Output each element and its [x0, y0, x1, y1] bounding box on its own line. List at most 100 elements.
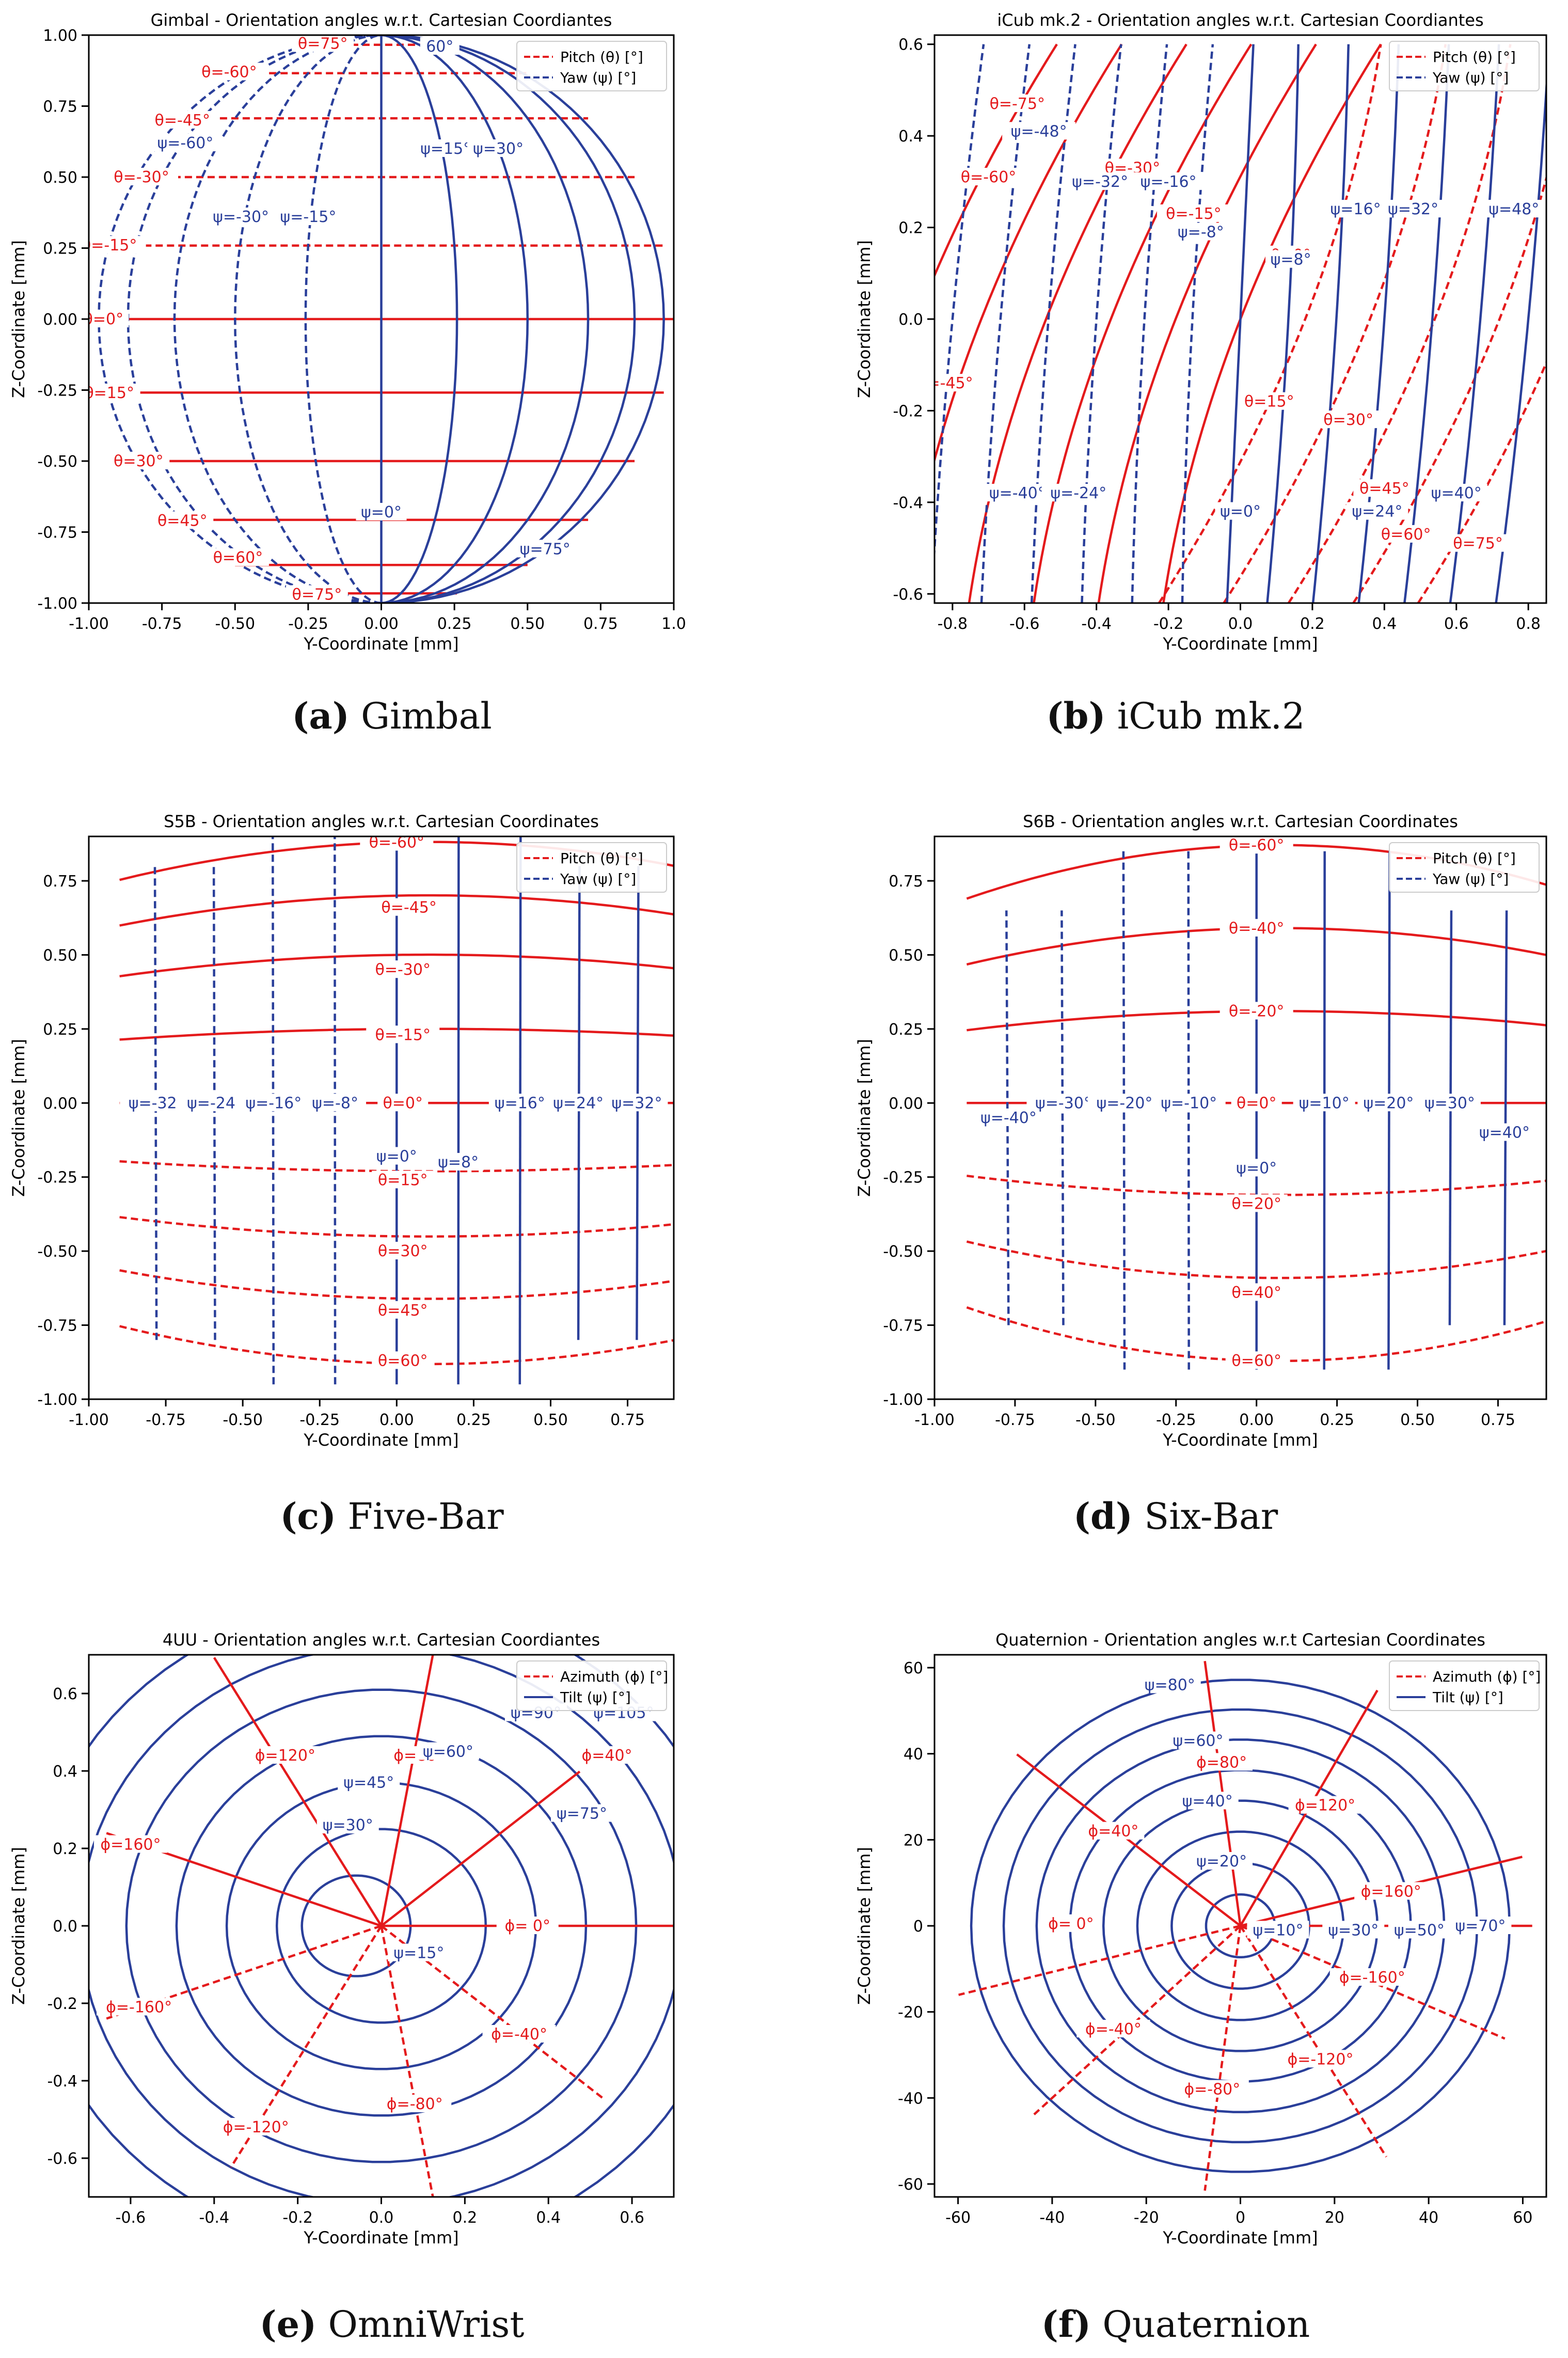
plot-area-a: θ=-60° θ=-45° θ=-30° θ=-15° θ=0° θ=15° θ=30° θ=…	[82, 35, 674, 603]
legend-label: Pitch (θ) [°]	[1433, 49, 1516, 66]
yaw-line-30	[381, 35, 529, 603]
contour-label: ψ=-30°	[213, 208, 269, 226]
x-axis-label: Y-Coordinate [mm]	[1162, 1430, 1318, 1450]
contour-label: ψ=20°	[1363, 1094, 1414, 1112]
caption-b: (b) iCub mk.2	[784, 694, 1567, 737]
contour-label-bg	[547, 1094, 610, 1112]
legend-label: Yaw (ψ) [°]	[560, 871, 636, 888]
caption-c: (c) Five-Bar	[0, 1495, 784, 1538]
legend-box	[516, 41, 667, 91]
y-axis-label: Z-Coordinate [mm]	[854, 1039, 874, 1197]
x-tick-label: 0.25	[1320, 1411, 1354, 1429]
contour-label: θ=30°	[1323, 411, 1373, 429]
contour-label-bg	[1191, 1852, 1253, 1870]
tilt-circle-45	[225, 1781, 537, 2070]
chart-d: θ=-60° θ=-40° θ=-20° θ=0° θ=20° θ=40° θ=60° ψ=-…	[854, 812, 1547, 1450]
contour-label-bg	[97, 1998, 182, 2016]
contour-label-bg	[372, 1242, 434, 1260]
contour-label-bg	[338, 1773, 400, 1791]
contour-label-bg	[1219, 1002, 1293, 1020]
contour-label-bg	[972, 1109, 1046, 1126]
x-tick-label: 0.25	[437, 615, 472, 633]
contour-label: θ=20°	[1231, 1195, 1281, 1213]
contour-label-bg	[1293, 1094, 1355, 1112]
contour-label-bg	[204, 208, 278, 225]
x-tick-label: 0.8	[1516, 615, 1541, 633]
contour-label-bg	[286, 585, 348, 603]
y-tick-label: 60	[904, 1659, 923, 1677]
x-tick-label: 0.50	[533, 1411, 568, 1429]
contour-label: θ=30°	[114, 452, 164, 470]
azimuth-ray-6	[230, 1925, 383, 2168]
legend: Pitch (θ) [°] Yaw (ψ) [°]	[516, 41, 667, 91]
contour-label-bg	[151, 511, 214, 529]
contour-label-bg	[371, 1147, 422, 1165]
contour-label-bg	[388, 1943, 450, 1961]
y-tick-label: 0.50	[43, 946, 77, 964]
contour-label-bg	[316, 1816, 379, 1833]
contour-label-bg	[89, 384, 140, 401]
contour-label-bg	[89, 236, 146, 254]
yaw-line-40	[1503, 910, 1508, 1325]
contour-label-bg	[1002, 122, 1076, 140]
pitch-line--60	[119, 1325, 674, 1366]
x-tick-label: -0.8	[938, 615, 968, 633]
caption-a-name: Gimbal	[361, 695, 492, 737]
contour-label-bg	[1473, 1123, 1535, 1141]
contour-label-bg	[514, 540, 576, 558]
y-tick-label: -0.75	[883, 1317, 923, 1335]
contour-label: ψ=32°	[1388, 200, 1438, 218]
x-tick-label: 0.00	[379, 1411, 414, 1429]
y-tick-label: 0.50	[43, 169, 77, 187]
contour-label: θ=-15°	[82, 236, 137, 255]
yaw-line-32	[1403, 44, 1450, 603]
x-tick-label: -0.75	[142, 615, 182, 633]
pitch-line--30	[1223, 44, 1447, 603]
contour-label-bg	[935, 374, 982, 392]
x-tick-label: 0.75	[1481, 1411, 1515, 1429]
contour-label: θ=60°	[213, 549, 263, 567]
contour-label-bg	[496, 1917, 559, 1934]
azimuth-ray-8	[1239, 1925, 1388, 2158]
contour-label-bg	[213, 2118, 298, 2135]
chart-a: θ=-60° θ=-45° θ=-30° θ=-15° θ=0° θ=15° θ=30° θ=…	[9, 10, 686, 654]
contour-label-bg	[1087, 1094, 1161, 1112]
contour-label: ψ=-16°	[1141, 173, 1197, 191]
legend: Azimuth (ϕ) [°] Tilt (ψ) [°]	[1389, 1660, 1541, 1711]
y-tick-label: 0.25	[43, 1021, 77, 1039]
caption-f-name: Quaternion	[1102, 2303, 1310, 2346]
contour-label: ϕ=40°	[581, 1747, 632, 1765]
contour-label-bg	[1026, 1094, 1100, 1112]
x-tick-label: -0.25	[1156, 1411, 1196, 1429]
caption-c-name: Five-Bar	[347, 1495, 504, 1538]
contour-label: ψ=0°	[1236, 1160, 1277, 1178]
contour-label-bg	[1225, 1283, 1288, 1301]
contour-label: θ=60°	[1231, 1352, 1281, 1370]
x-tick-label: 0	[1236, 2209, 1245, 2227]
contour-label-bg	[980, 484, 1054, 502]
y-tick-label: -0.4	[47, 2072, 77, 2091]
x-tick-label: 0.25	[456, 1411, 491, 1429]
contour-label-bg	[1483, 200, 1545, 218]
contour-label: ψ=-24°	[187, 1094, 243, 1112]
y-tick-label: 0.75	[889, 873, 923, 891]
contour-label: ψ=75°	[520, 541, 571, 559]
legend: Azimuth (ϕ) [°] Tilt (ψ) [°]	[516, 1660, 668, 1711]
contour-label-bg	[1231, 1159, 1282, 1177]
yaw-line-16	[1311, 44, 1350, 603]
contour-label-bg	[1167, 1731, 1229, 1749]
contour-label-bg	[1215, 502, 1266, 520]
tilt-circle-20	[1170, 1862, 1310, 1990]
x-tick-label: 1.0	[661, 615, 686, 633]
x-tick-label: -1.00	[69, 615, 109, 633]
legend-label: Pitch (θ) [°]	[560, 850, 643, 867]
x-tick-label: 0.50	[510, 615, 545, 633]
contour-label-bg	[1329, 1968, 1415, 1986]
plot-area-b: θ=-75°θ=-60°θ=-30°θ=-15°θ=0°θ=-45°θ=15°θ…	[935, 43, 1546, 603]
pitch-line--15	[1158, 44, 1382, 603]
yaw-line--20	[1122, 851, 1126, 1370]
y-tick-label: -1.00	[883, 1391, 923, 1409]
contour-label-bg	[1238, 392, 1301, 410]
contour-label-bg	[89, 310, 129, 327]
contour-label-bg	[372, 1351, 434, 1369]
